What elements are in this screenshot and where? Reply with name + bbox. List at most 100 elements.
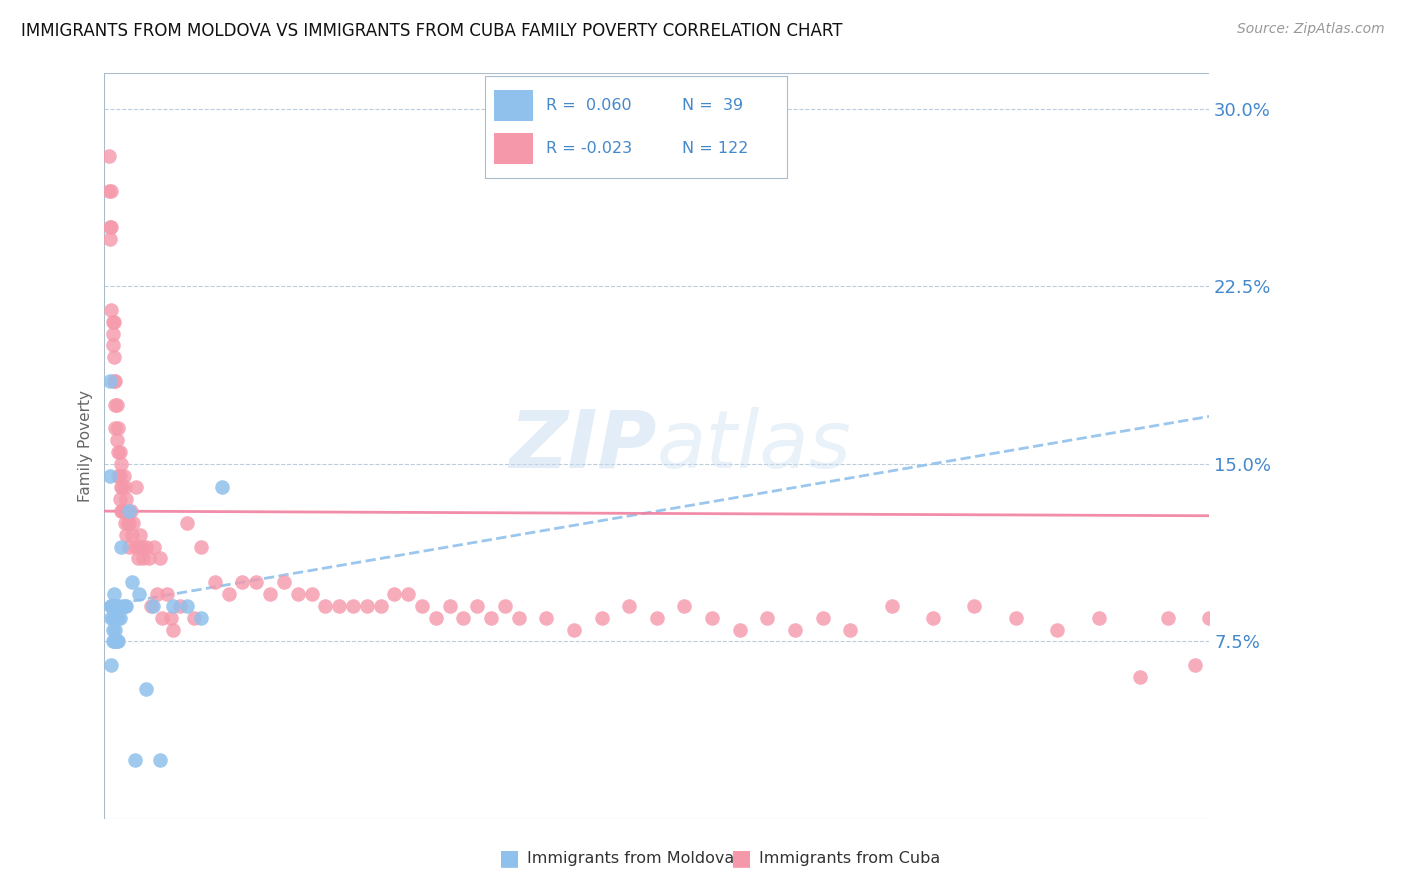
Point <box>101 599 124 613</box>
Point <box>149 551 172 566</box>
Point <box>176 516 198 530</box>
Point <box>963 599 986 613</box>
Point <box>103 350 125 364</box>
Point <box>425 610 447 624</box>
Point <box>104 610 127 624</box>
Point <box>100 658 122 673</box>
Point <box>494 599 516 613</box>
Point <box>1212 610 1234 624</box>
Point <box>101 315 124 329</box>
Point <box>1267 610 1289 624</box>
Point <box>1129 670 1152 684</box>
Point <box>97 149 120 163</box>
Point <box>112 504 135 518</box>
Point <box>101 599 124 613</box>
Point <box>1378 610 1400 624</box>
Point <box>111 480 134 494</box>
Point <box>104 634 127 648</box>
Point <box>98 468 121 483</box>
Point <box>342 599 364 613</box>
FancyBboxPatch shape <box>494 133 533 164</box>
Point <box>101 610 124 624</box>
Point <box>128 540 150 554</box>
Point <box>101 634 124 648</box>
Point <box>128 587 150 601</box>
Point <box>114 480 136 494</box>
Point <box>508 610 530 624</box>
Point <box>101 326 124 341</box>
Point <box>162 623 184 637</box>
Point <box>103 599 125 613</box>
Point <box>135 540 157 554</box>
Point <box>107 610 129 624</box>
Point <box>231 575 253 590</box>
Point <box>922 610 945 624</box>
Point <box>110 480 132 494</box>
Point <box>1240 610 1263 624</box>
Point <box>111 599 134 613</box>
Point <box>149 753 172 767</box>
Point <box>100 185 122 199</box>
Point <box>100 599 122 613</box>
Point <box>118 540 141 554</box>
Point <box>101 623 124 637</box>
Point <box>1005 610 1028 624</box>
Point <box>110 504 132 518</box>
Point <box>204 575 226 590</box>
Point <box>176 599 198 613</box>
Point <box>453 610 475 624</box>
Text: N = 122: N = 122 <box>682 141 748 156</box>
Point <box>287 587 309 601</box>
Point <box>107 421 129 435</box>
Point <box>131 540 153 554</box>
Point <box>98 232 121 246</box>
Point <box>301 587 323 601</box>
Point <box>211 480 233 494</box>
Point <box>479 610 502 624</box>
Point <box>591 610 613 624</box>
Point <box>115 492 138 507</box>
Point <box>314 599 336 613</box>
Point <box>103 610 125 624</box>
Point <box>146 587 169 601</box>
Point <box>122 516 145 530</box>
Point <box>125 480 148 494</box>
Point <box>1087 610 1109 624</box>
Point <box>1253 610 1275 624</box>
Y-axis label: Family Poverty: Family Poverty <box>79 390 93 502</box>
Point <box>1198 610 1220 624</box>
Point <box>218 587 240 601</box>
Text: R = -0.023: R = -0.023 <box>546 141 631 156</box>
FancyBboxPatch shape <box>494 90 533 121</box>
Point <box>411 599 433 613</box>
Point <box>1309 610 1331 624</box>
Point <box>143 540 166 554</box>
Point <box>190 540 212 554</box>
Point <box>103 587 125 601</box>
Point <box>645 610 668 624</box>
Point <box>104 421 127 435</box>
Point <box>1295 610 1317 624</box>
Point <box>114 516 136 530</box>
Point <box>1046 623 1069 637</box>
Point <box>97 185 120 199</box>
Point <box>118 516 141 530</box>
Point <box>159 610 181 624</box>
Text: IMMIGRANTS FROM MOLDOVA VS IMMIGRANTS FROM CUBA FAMILY POVERTY CORRELATION CHART: IMMIGRANTS FROM MOLDOVA VS IMMIGRANTS FR… <box>21 22 842 40</box>
Point <box>141 599 163 613</box>
Point <box>100 599 122 613</box>
Point <box>150 610 173 624</box>
Point <box>370 599 392 613</box>
Point <box>700 610 723 624</box>
Point <box>108 445 131 459</box>
Point <box>124 540 146 554</box>
Point <box>183 610 205 624</box>
Point <box>162 599 184 613</box>
Point <box>120 504 142 518</box>
Point <box>111 504 134 518</box>
Point <box>100 219 122 234</box>
Point <box>108 610 131 624</box>
Point <box>124 753 146 767</box>
Point <box>756 610 779 624</box>
Text: ■: ■ <box>499 848 520 868</box>
